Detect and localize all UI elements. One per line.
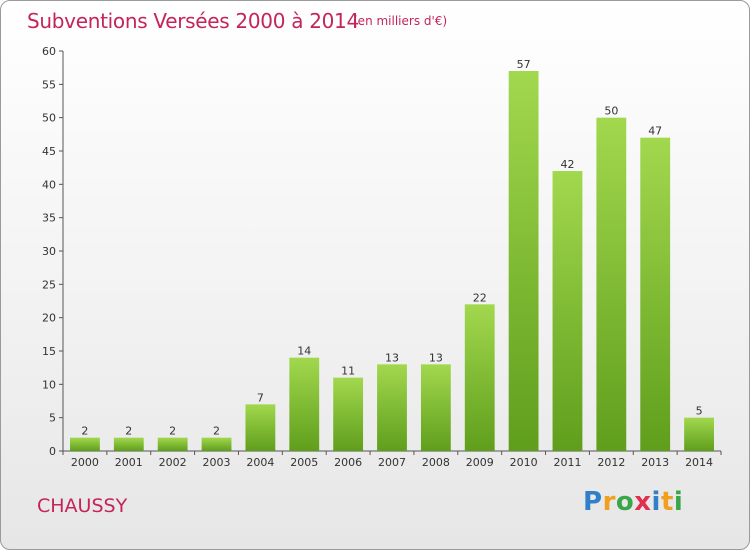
x-tick-label: 2003 — [203, 456, 231, 469]
y-tick-label: 35 — [42, 212, 56, 225]
y-tick-label: 15 — [42, 345, 56, 358]
data-label: 5 — [696, 405, 703, 418]
bar — [596, 117, 627, 452]
bar — [420, 364, 451, 451]
data-label: 11 — [341, 365, 355, 378]
data-label: 47 — [648, 125, 662, 138]
x-tick-label: 2005 — [290, 456, 318, 469]
y-tick-label: 20 — [42, 312, 56, 325]
y-tick-label: 0 — [49, 445, 56, 458]
y-tick-label: 50 — [42, 112, 56, 125]
data-label: 57 — [517, 58, 531, 71]
logo-letter: r — [602, 487, 616, 517]
data-label: 14 — [297, 345, 311, 358]
y-tick-label: 45 — [42, 145, 56, 158]
x-tick-label: 2013 — [641, 456, 669, 469]
data-label: 13 — [385, 351, 399, 364]
data-label: 2 — [169, 425, 176, 438]
x-tick-label: 2001 — [115, 456, 143, 469]
logo-letter: i — [651, 487, 661, 517]
y-tick-label: 25 — [42, 278, 56, 291]
x-tick-label: 2011 — [553, 456, 581, 469]
y-tick-label: 55 — [42, 78, 56, 91]
data-label: 13 — [429, 351, 443, 364]
x-tick-label: 2014 — [685, 456, 713, 469]
logo-letter: x — [634, 487, 652, 517]
x-tick-label: 2009 — [466, 456, 494, 469]
bar — [377, 364, 407, 451]
y-tick-label: 60 — [42, 45, 56, 58]
x-tick-label: 2006 — [334, 456, 362, 469]
data-label: 2 — [213, 425, 220, 438]
bar — [552, 171, 583, 451]
x-tick-label: 2010 — [510, 456, 538, 469]
proxiti-logo: Proxiti — [583, 487, 683, 517]
bar — [70, 437, 100, 451]
bar — [289, 357, 320, 451]
bar — [684, 417, 714, 451]
town-name: CHAUSSY — [37, 495, 128, 517]
x-tick-label: 2007 — [378, 456, 406, 469]
bar — [464, 304, 495, 451]
data-label: 2 — [125, 425, 132, 438]
bar — [640, 137, 671, 451]
logo-letter: i — [673, 487, 684, 517]
chart-subtitle: (en milliers d'€) — [353, 14, 448, 28]
logo-letter: o — [615, 487, 635, 517]
x-tick-label: 2002 — [159, 456, 187, 469]
bar — [113, 437, 144, 451]
data-label: 2 — [81, 425, 88, 438]
logo-letter: P — [583, 487, 603, 517]
x-tick-label: 2012 — [597, 456, 625, 469]
bar — [201, 437, 232, 451]
x-tick-label: 2008 — [422, 456, 450, 469]
data-label: 50 — [604, 105, 618, 118]
chart-title: Subventions Versées 2000 à 2014 — [27, 9, 359, 33]
bar — [508, 71, 539, 451]
bar — [333, 377, 364, 451]
x-tick-label: 2004 — [246, 456, 274, 469]
y-tick-label: 5 — [49, 412, 56, 425]
y-tick-label: 30 — [42, 245, 56, 258]
logo-letter: t — [660, 487, 674, 517]
data-label: 42 — [560, 158, 574, 171]
y-tick-label: 40 — [42, 178, 56, 191]
x-tick-label: 2000 — [71, 456, 99, 469]
data-label: 22 — [473, 291, 487, 304]
bar — [245, 404, 276, 451]
bar — [157, 437, 188, 451]
data-label: 7 — [257, 391, 264, 404]
y-tick-label: 10 — [42, 378, 56, 391]
